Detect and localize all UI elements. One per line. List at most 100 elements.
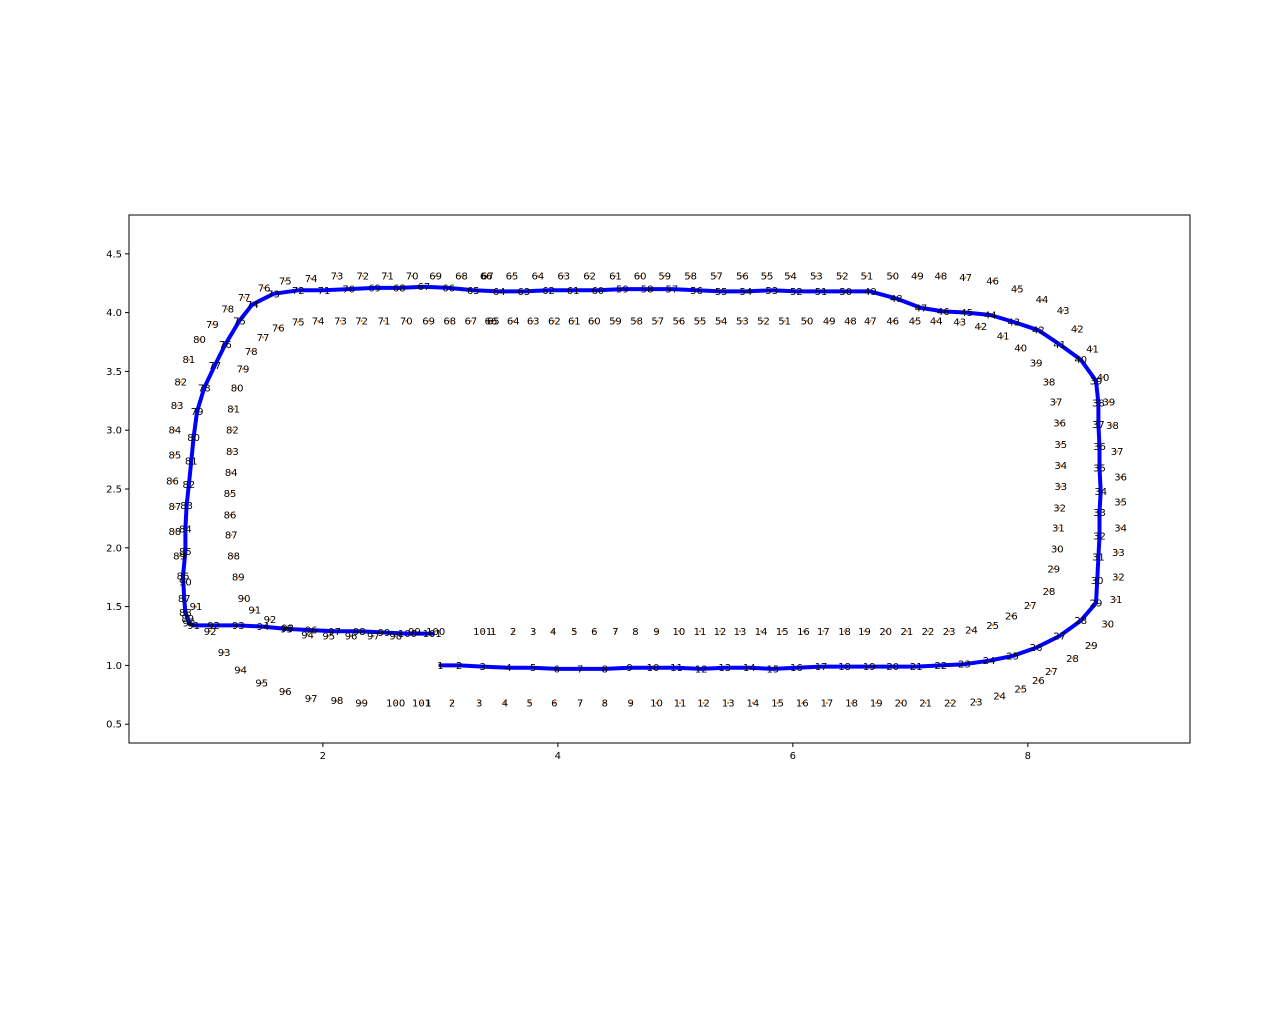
inner-boundary-label: 38 — [1043, 377, 1056, 388]
inner-boundary-label: 41 — [997, 332, 1010, 343]
driven-path-label: 9 — [626, 663, 632, 674]
inner-boundary-point — [532, 630, 535, 633]
driven-path-label: 14 — [743, 663, 756, 674]
inner-boundary-point — [635, 319, 638, 322]
driven-path-label: 69 — [368, 283, 381, 294]
inner-boundary-point — [935, 319, 938, 322]
inner-boundary-label: 17 — [817, 627, 830, 638]
inner-boundary-point — [277, 326, 280, 329]
x-tick-label: 6 — [790, 751, 796, 762]
outer-boundary-point — [689, 275, 692, 278]
inner-boundary-point — [614, 319, 617, 322]
inner-boundary-point — [532, 319, 535, 322]
outer-boundary-point — [741, 275, 744, 278]
driven-path-line — [181, 284, 1103, 671]
inner-boundary-label: 95 — [322, 631, 335, 642]
driven-path-label: 34 — [1094, 487, 1107, 498]
inner-boundary-point — [828, 319, 831, 322]
outer-boundary-point — [1037, 679, 1040, 682]
outer-boundary-point — [208, 630, 212, 633]
inner-boundary-point — [241, 367, 245, 371]
inner-boundary-label: 20 — [879, 627, 892, 638]
outer-boundary-label: 93 — [218, 648, 231, 659]
outer-boundary-point — [588, 275, 591, 278]
driven-path-label: 21 — [910, 662, 923, 673]
driven-path-label: 70 — [342, 285, 355, 296]
inner-boundary-point — [481, 630, 484, 633]
driven-path-label: 95 — [280, 624, 293, 635]
driven-path-label: 88 — [179, 608, 192, 619]
outer-boundary-point — [916, 275, 919, 278]
outer-boundary-point — [411, 275, 414, 278]
outer-boundary-point — [1117, 551, 1120, 554]
inner-boundary-point — [492, 319, 495, 322]
outer-boundary-point — [639, 275, 642, 278]
inner-boundary-label: 1 — [490, 627, 496, 638]
outer-boundary-label: 76 — [258, 283, 271, 294]
inner-boundary-label: 100 — [426, 627, 445, 638]
inner-boundary-label: 72 — [355, 316, 368, 327]
driven-path-label: 22 — [935, 661, 948, 672]
inner-boundary-label: 57 — [651, 316, 664, 327]
inner-boundary-point — [232, 554, 235, 558]
outer-boundary-label: 30 — [1101, 620, 1114, 631]
inner-boundary-point — [492, 630, 495, 633]
outer-boundary-point — [187, 358, 191, 361]
y-tick-label: 4.0 — [106, 308, 122, 319]
inner-boundary-label: 82 — [226, 426, 239, 437]
outer-boundary-point — [1116, 450, 1119, 453]
driven-path-label: 89 — [181, 614, 194, 625]
driven-path-label: 51 — [815, 287, 828, 298]
x-tick-label: 2 — [320, 751, 326, 762]
inner-boundary-label: 40 — [1014, 343, 1027, 354]
inner-boundary-label: 46 — [886, 316, 899, 327]
outer-boundary-point — [751, 701, 755, 705]
inner-boundary-point — [1052, 567, 1055, 571]
inner-boundary-point — [573, 319, 576, 322]
y-tick-label: 4.5 — [106, 249, 122, 260]
outer-boundary-label: 12 — [697, 699, 710, 710]
inner-boundary-label: 14 — [755, 627, 768, 638]
inner-boundary-label: 35 — [1054, 440, 1067, 451]
outer-boundary-label: 82 — [174, 377, 187, 388]
outer-boundary-label: 85 — [168, 450, 181, 461]
inner-boundary-label: 87 — [225, 530, 238, 541]
inner-boundary-point — [843, 630, 846, 633]
driven-path-label: 65 — [467, 286, 480, 297]
inner-boundary-point — [1029, 604, 1032, 607]
outer-boundary-point — [173, 429, 176, 432]
outer-boundary-point — [603, 701, 606, 705]
driven-path-label: 55 — [715, 287, 728, 298]
outer-boundary-point — [211, 323, 214, 326]
outer-boundary-point — [503, 701, 507, 705]
outer-boundary-point — [1019, 687, 1022, 691]
inner-boundary-point — [958, 320, 961, 324]
driven-path-label: 40 — [1074, 355, 1087, 366]
inner-boundary-point — [593, 319, 596, 322]
outer-boundary-point — [1106, 623, 1109, 626]
driven-path-label: 44 — [984, 310, 997, 321]
inner-boundary-label: 7 — [612, 627, 618, 638]
inner-boundary-label: 61 — [568, 316, 581, 327]
outer-boundary-point — [420, 701, 423, 705]
inner-boundary-point — [360, 319, 363, 322]
inner-boundary-label: 92 — [264, 615, 277, 626]
outer-boundary-point — [776, 701, 779, 705]
driven-path-label: 25 — [1006, 651, 1019, 662]
outer-boundary-label: 23 — [970, 697, 983, 708]
x-tick-label: 8 — [1025, 751, 1031, 762]
inner-boundary-label: 6 — [591, 627, 597, 638]
inner-boundary-point — [1058, 506, 1061, 509]
outer-boundary-point — [614, 275, 617, 278]
inner-boundary-point — [405, 319, 408, 322]
inner-boundary-label: 2 — [510, 627, 516, 638]
inner-boundary-label: 48 — [844, 316, 857, 327]
outer-boundary-point — [579, 701, 582, 705]
driven-path-label: 28 — [1074, 616, 1087, 627]
inner-boundary-point — [394, 634, 397, 638]
inner-boundary-label: 97 — [367, 631, 380, 642]
outer-boundary-label: 37 — [1111, 447, 1124, 458]
driven-path-label: 62 — [542, 286, 555, 297]
outer-boundary-label: 59 — [658, 272, 671, 283]
driven-path-label: 85 — [179, 547, 192, 558]
